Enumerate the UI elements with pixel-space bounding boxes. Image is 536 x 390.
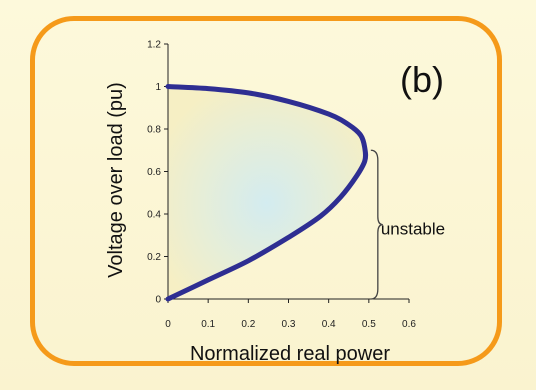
x-tick-label: 0.1 xyxy=(201,319,215,330)
x-tick-label: 0.3 xyxy=(282,319,296,330)
y-tick-label: 1.2 xyxy=(147,40,161,51)
panel-label: (b) xyxy=(400,59,444,100)
y-axis-label: Voltage over load (pu) xyxy=(105,82,127,278)
x-tick-label: 0.4 xyxy=(322,319,336,330)
unstable-annotation: unstable xyxy=(381,220,445,239)
x-axis-label: Normalized real power xyxy=(190,343,390,365)
pv-curve-line xyxy=(165,84,369,302)
unstable-brace xyxy=(370,149,383,300)
y-tick-label: 0.8 xyxy=(147,125,161,136)
y-tick-label: 0 xyxy=(155,295,161,306)
x-tick-label: 0 xyxy=(165,319,171,330)
x-tick-label: 0.5 xyxy=(362,319,376,330)
y-tick-label: 0.6 xyxy=(147,167,161,178)
y-tick-label: 1 xyxy=(155,82,161,93)
y-tick-label: 0.4 xyxy=(147,210,161,221)
y-tick-label: 0.2 xyxy=(147,252,161,263)
curve-fill-area xyxy=(168,86,365,299)
rounded-frame xyxy=(30,16,502,366)
x-tick-label: 0.2 xyxy=(241,319,255,330)
x-tick-label: 0.6 xyxy=(402,319,416,330)
